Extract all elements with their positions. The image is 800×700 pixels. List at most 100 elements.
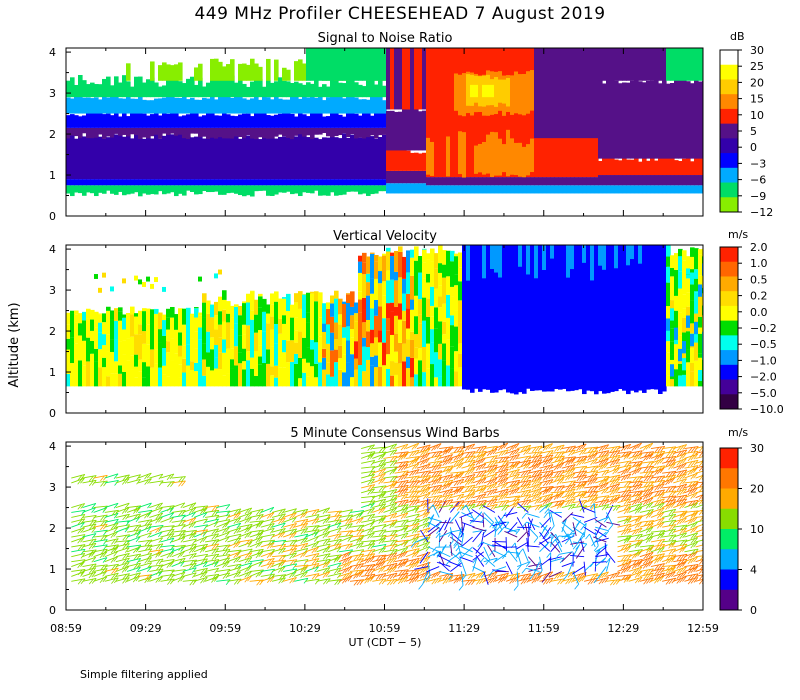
snr-cell bbox=[258, 185, 263, 191]
wind-barb-flag bbox=[256, 549, 261, 556]
velocity-cell bbox=[234, 306, 239, 324]
wind-barb bbox=[216, 568, 231, 572]
wind-barb bbox=[538, 536, 551, 545]
snr-cell bbox=[446, 136, 451, 177]
snr-cell bbox=[670, 185, 675, 194]
velocity-cell bbox=[218, 352, 223, 370]
wind-barb-flag bbox=[367, 508, 372, 515]
snr-cell bbox=[406, 183, 411, 194]
wind-barb-flag bbox=[609, 446, 615, 453]
velocity-cell bbox=[258, 293, 263, 297]
wind-barb-flag bbox=[470, 489, 476, 495]
wind-barb bbox=[394, 550, 408, 558]
wind-barb bbox=[216, 519, 231, 523]
velocity-cell bbox=[166, 317, 171, 330]
snr-cell bbox=[698, 156, 703, 176]
velocity-cell bbox=[366, 256, 371, 274]
velocity-cell bbox=[438, 343, 443, 360]
wind-barb-flag bbox=[367, 489, 373, 496]
wind-barb-flag bbox=[615, 497, 620, 503]
wind-barb-flag bbox=[526, 459, 532, 466]
wind-barb bbox=[597, 566, 607, 579]
snr-cell bbox=[326, 185, 331, 196]
snr-cell bbox=[242, 127, 247, 139]
wind-barb-flag bbox=[442, 500, 448, 507]
wind-barb bbox=[562, 512, 574, 523]
wind-barb-flag bbox=[559, 458, 565, 465]
wind-barb-flag bbox=[554, 471, 559, 477]
wind-barb-flag bbox=[609, 456, 615, 462]
wind-barb bbox=[528, 575, 542, 582]
velocity-cell bbox=[154, 349, 159, 364]
wind-barb bbox=[550, 462, 564, 469]
wind-barb bbox=[238, 531, 252, 538]
wind-barb-flag bbox=[423, 471, 429, 477]
snr-cell bbox=[698, 81, 703, 159]
snr-cell bbox=[142, 185, 147, 194]
wind-barb-flag bbox=[325, 531, 330, 538]
snr-cell bbox=[226, 127, 231, 139]
velocity-cell bbox=[366, 331, 371, 348]
snr-cell bbox=[278, 185, 283, 193]
velocity-cell bbox=[386, 318, 391, 331]
snr-cell bbox=[314, 48, 319, 81]
velocity-cell bbox=[666, 248, 671, 267]
wind-barb-flag bbox=[311, 542, 317, 549]
wind-barb bbox=[461, 521, 475, 528]
snr-cell bbox=[270, 137, 275, 180]
snr-cell bbox=[142, 113, 147, 128]
wind-barb-flag bbox=[91, 515, 97, 521]
wind-barb bbox=[472, 577, 487, 582]
snr-cell bbox=[142, 179, 147, 186]
velocity-cell bbox=[210, 304, 215, 318]
wind-barb bbox=[71, 518, 85, 523]
wind-barb-flag bbox=[191, 547, 197, 553]
wind-barb-flag bbox=[189, 579, 195, 586]
wind-barb bbox=[338, 536, 352, 543]
wind-barb bbox=[372, 554, 387, 558]
snr-cell bbox=[74, 84, 79, 98]
wind-barb-flag bbox=[400, 577, 406, 584]
wind-barb bbox=[394, 539, 409, 543]
wind-barb-flag bbox=[211, 554, 217, 560]
snr-cell bbox=[286, 112, 291, 128]
wind-barb-flag bbox=[169, 512, 175, 519]
wind-barb-flag bbox=[277, 567, 283, 573]
snr-cell bbox=[474, 48, 479, 178]
wind-barb-flag bbox=[604, 495, 610, 501]
snr-cell bbox=[362, 86, 367, 98]
wind-barb-flag bbox=[453, 447, 459, 453]
wind-barb-flag bbox=[403, 488, 409, 495]
wind-barb bbox=[483, 571, 489, 585]
velocity-cell bbox=[378, 330, 383, 343]
wind-barb bbox=[327, 567, 342, 572]
snr-cell bbox=[98, 127, 103, 135]
wind-barb-flag bbox=[581, 575, 587, 582]
wind-barb-flag bbox=[501, 494, 506, 500]
wind-barb-flag bbox=[77, 569, 83, 576]
wind-barb-flag bbox=[364, 569, 370, 576]
wind-barb bbox=[205, 505, 220, 509]
wind-barb bbox=[271, 560, 286, 567]
wind-barb-flag bbox=[378, 474, 384, 480]
wind-barb bbox=[383, 539, 398, 543]
snr-cell bbox=[618, 160, 623, 176]
velocity-cell bbox=[570, 245, 575, 270]
wind-barb-flag bbox=[236, 567, 242, 573]
snr-cell bbox=[350, 48, 355, 81]
velocity-cell bbox=[334, 322, 339, 340]
wind-barb-flag bbox=[426, 534, 432, 541]
velocity-cell bbox=[458, 343, 463, 354]
wind-barb-flag bbox=[345, 572, 350, 579]
snr-cell bbox=[230, 115, 235, 128]
snr-cell bbox=[262, 95, 267, 114]
snr-cell bbox=[326, 127, 331, 137]
velocity-cell bbox=[314, 301, 319, 322]
velocity-cell bbox=[406, 328, 411, 340]
velocity-cell bbox=[314, 342, 319, 364]
snr-cell bbox=[126, 185, 131, 195]
wind-barb bbox=[93, 514, 108, 518]
wind-barb-flag bbox=[626, 561, 632, 568]
wind-barb bbox=[71, 477, 85, 484]
velocity-cell bbox=[582, 245, 587, 395]
